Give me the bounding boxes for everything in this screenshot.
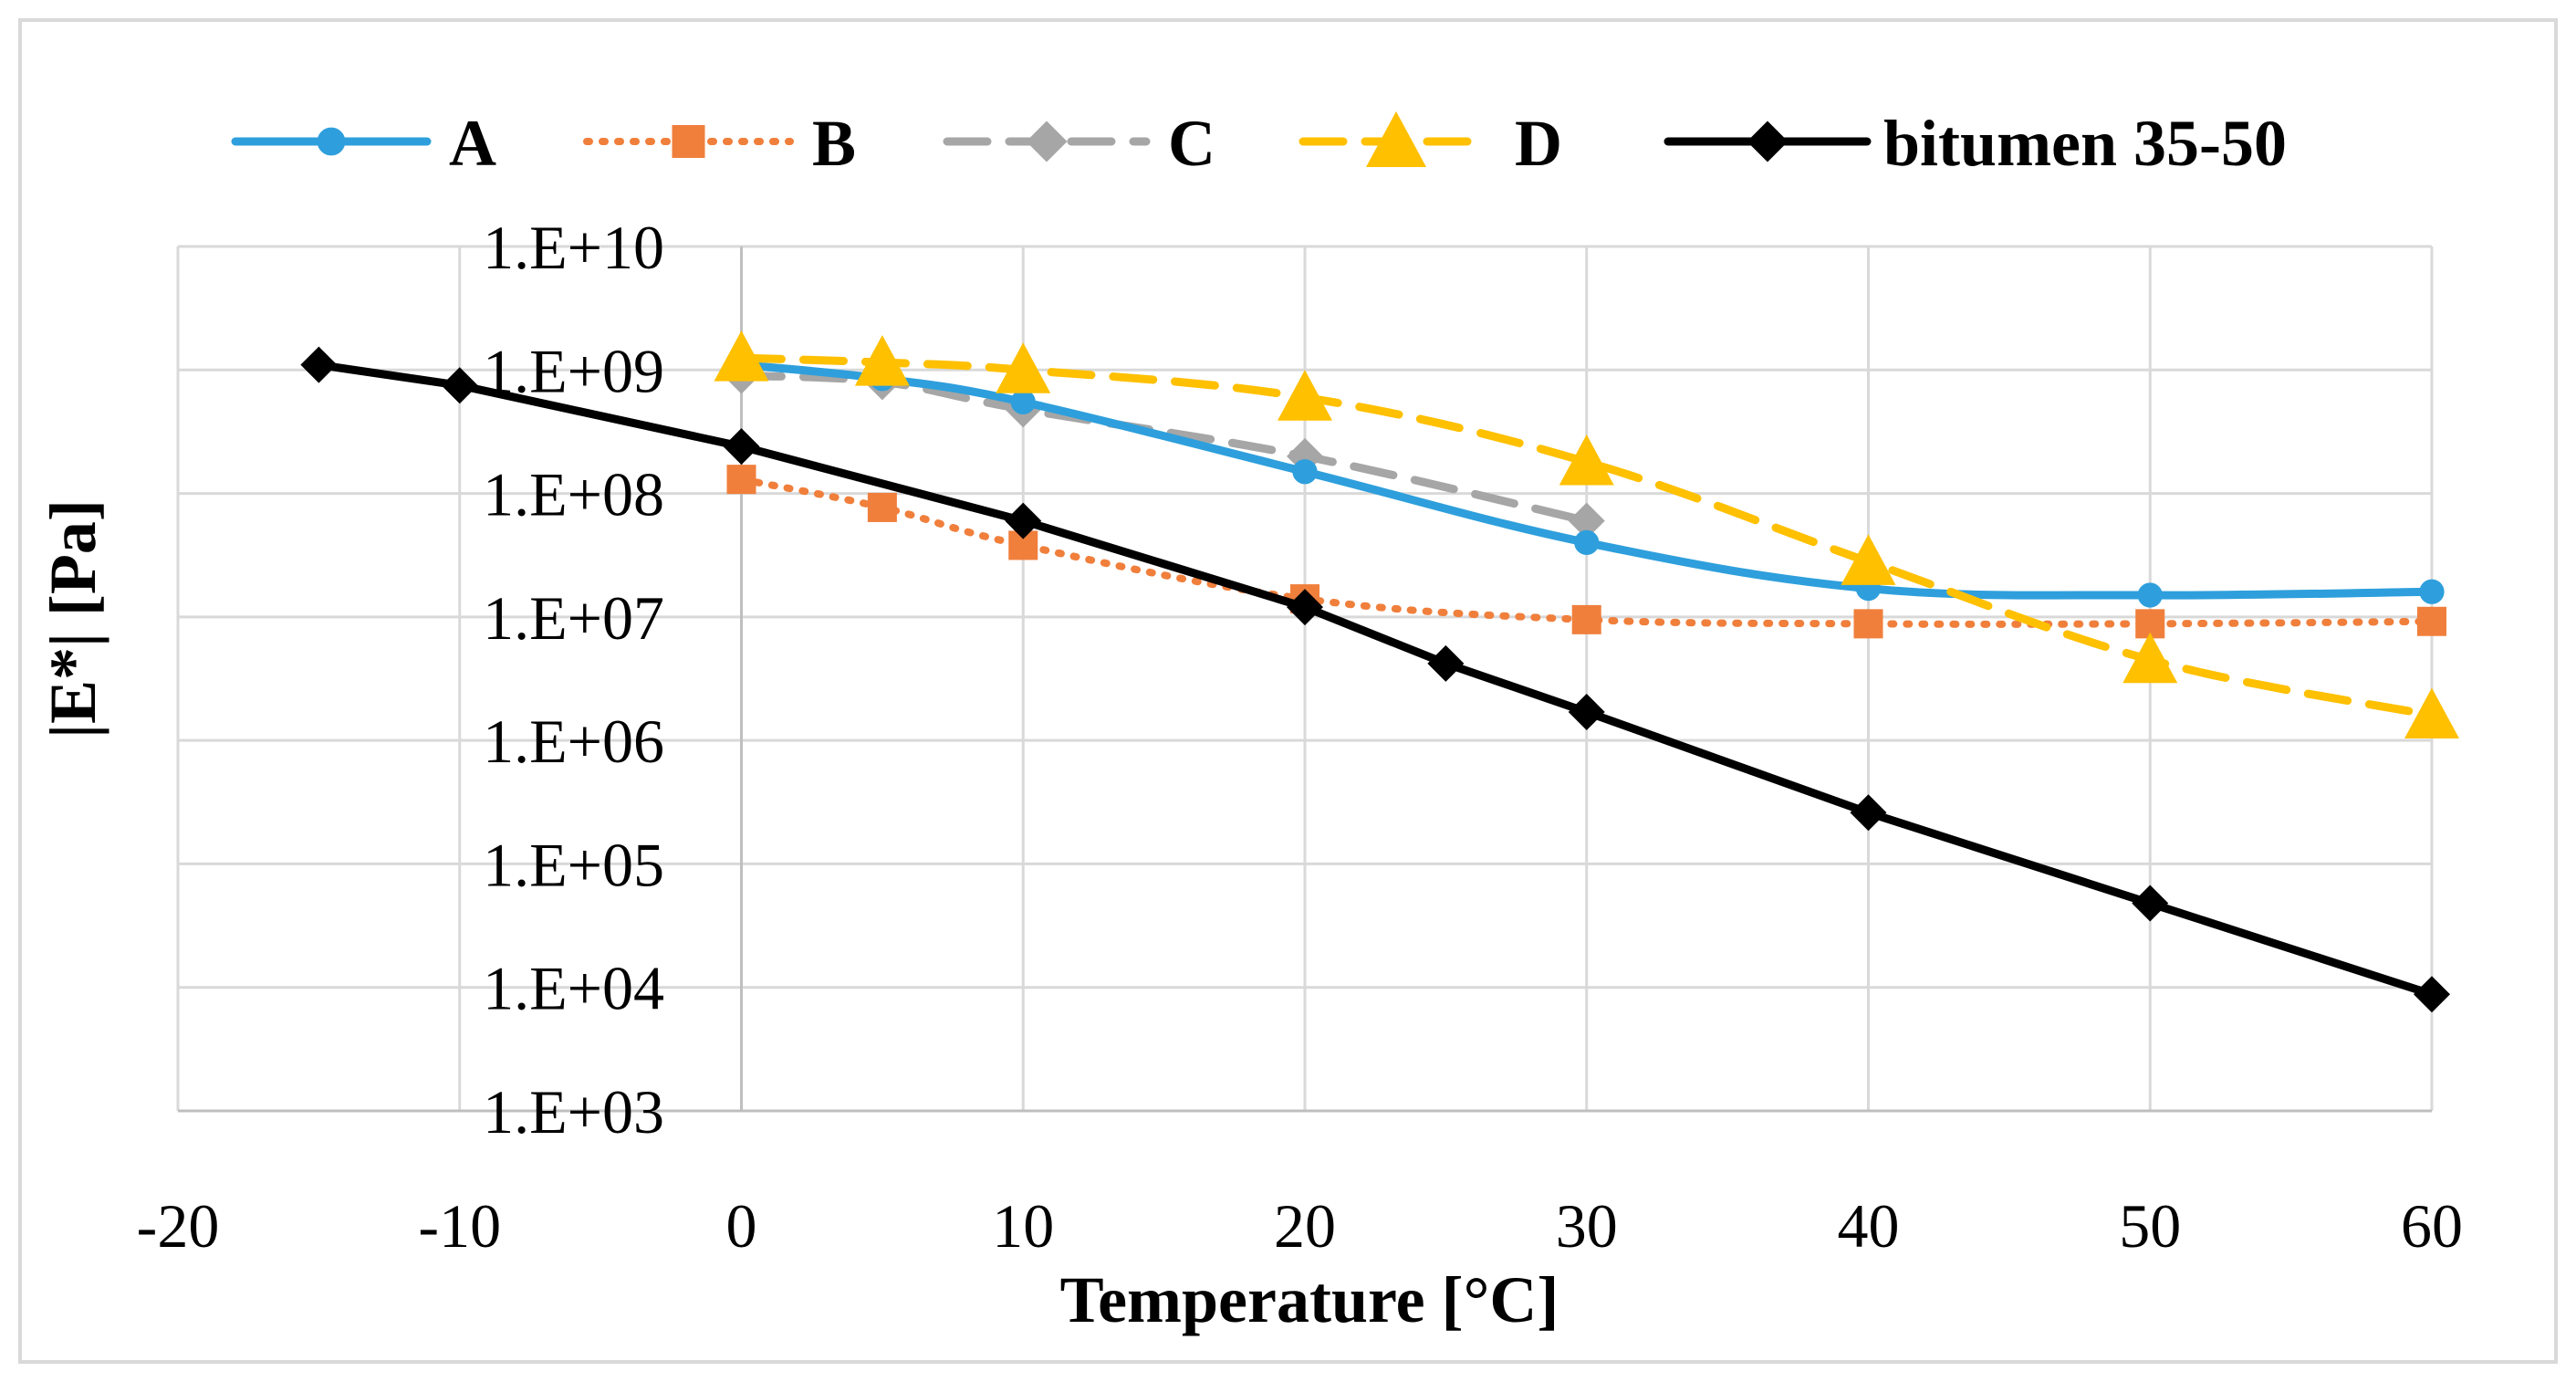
data-point [1026, 120, 1068, 162]
x-axis-title: Temperature [°C] [1060, 1263, 1559, 1336]
data-point [2417, 606, 2446, 636]
data-point [1292, 459, 1318, 485]
data-point [996, 342, 1051, 393]
y-tick-label: 1.E+10 [483, 213, 664, 282]
data-point [1574, 529, 1600, 556]
data-point [726, 465, 756, 495]
data-point [867, 492, 897, 522]
plot-series [300, 330, 2459, 1013]
series-line [314, 361, 2436, 999]
series-bitumen-35-50 [300, 346, 2450, 1013]
data-point [1841, 534, 1896, 585]
data-point [317, 127, 346, 156]
data-point [2414, 976, 2450, 1013]
data-point [2404, 687, 2459, 739]
data-point [1559, 434, 1614, 486]
legend-item: bitumen 35-50 [1663, 107, 2287, 180]
legend-label: C [1168, 107, 1215, 180]
legend-item: D [1298, 107, 1562, 180]
legend-item: A [231, 107, 496, 180]
y-tick-label: 1.E+06 [483, 707, 664, 776]
x-tick-label: -20 [137, 1191, 220, 1261]
y-tick-label: 1.E+08 [483, 460, 664, 529]
data-point [2132, 885, 2169, 922]
legend-label: D [1515, 107, 1562, 180]
y-axis-title: |E*| [Pa] [37, 499, 110, 738]
y-tick-label: 1.E+04 [483, 954, 664, 1023]
x-tick-label: 10 [992, 1191, 1054, 1261]
x-tick-label: -10 [418, 1191, 501, 1261]
y-tick-label: 1.E+03 [483, 1077, 664, 1146]
data-point [1568, 693, 1605, 730]
y-tick-label: 1.E+07 [483, 583, 664, 653]
data-point [723, 428, 760, 466]
data-point [2122, 632, 2178, 684]
data-point [441, 367, 478, 404]
data-point [854, 335, 910, 386]
data-point [1005, 502, 1042, 539]
data-point [2137, 582, 2163, 608]
series-d [714, 330, 2459, 739]
x-tick-label: 50 [2119, 1191, 2181, 1261]
data-point [1853, 609, 1883, 639]
data-point [1366, 111, 1426, 168]
data-point [1278, 370, 1332, 421]
data-point [1287, 589, 1323, 626]
x-tick-label: 60 [2401, 1191, 2463, 1261]
legend-label: B [812, 107, 856, 180]
legend-label: A [449, 107, 496, 180]
series-line [737, 353, 2436, 720]
x-tick-label: 20 [1274, 1191, 1336, 1261]
x-tick-label: 0 [726, 1191, 757, 1261]
data-point [1747, 120, 1789, 162]
legend-label: bitumen 35-50 [1883, 107, 2287, 180]
y-tick-label: 1.E+05 [483, 830, 664, 899]
data-point [1571, 604, 1601, 634]
data-point [2419, 579, 2445, 604]
x-tick-label: 30 [1556, 1191, 1618, 1261]
data-point [1427, 644, 1465, 682]
legend-item: B [583, 107, 856, 180]
data-point [300, 346, 338, 383]
axes: -20 -10 0 10 20 30 40 50 60 1.E+03 1.E+04 1.E+05 1.E… [137, 213, 2463, 1261]
legend-item: C [943, 107, 1215, 180]
data-point [1010, 389, 1036, 415]
data-point [714, 330, 769, 382]
data-point [1568, 502, 1605, 539]
data-point [1850, 794, 1887, 832]
data-point [672, 125, 705, 158]
x-tick-label: 40 [1838, 1191, 1900, 1261]
chart-frame [18, 18, 2558, 1364]
